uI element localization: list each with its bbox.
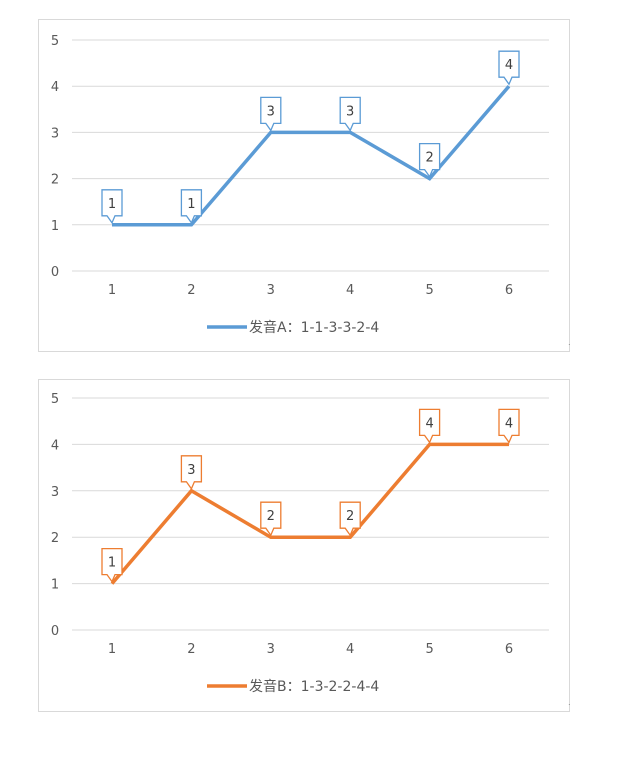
series-line: [110, 442, 509, 585]
data-label: 4: [425, 416, 433, 431]
corner-mark: ᐧ: [568, 701, 571, 711]
x-tick-label: 6: [505, 283, 513, 298]
y-tick-label: 0: [51, 624, 59, 639]
legend-label: 发音B：1-3-2-2-4-4: [249, 678, 379, 695]
y-tick-label: 2: [51, 531, 59, 546]
y-tick-label: 5: [51, 392, 59, 407]
x-tick-label: 4: [346, 283, 354, 298]
y-tick-label: 1: [51, 219, 59, 234]
data-label: 3: [346, 104, 354, 119]
data-label: 3: [267, 104, 275, 119]
data-label: 2: [346, 509, 354, 524]
x-tick-label: 5: [425, 642, 433, 657]
data-label: 1: [187, 197, 195, 212]
chart-b-frame: [38, 379, 570, 712]
data-label: 1: [108, 197, 116, 212]
data-label-callout: [101, 547, 123, 583]
data-label-callout: [498, 408, 520, 444]
x-tick-label: 1: [108, 283, 116, 298]
x-tick-label: 1: [108, 642, 116, 657]
data-label: 3: [187, 463, 195, 478]
y-tick-label: 2: [51, 173, 59, 188]
data-label: 2: [425, 151, 433, 166]
y-tick-label: 0: [51, 265, 59, 280]
x-tick-label: 5: [425, 283, 433, 298]
data-label-callout: [339, 501, 361, 537]
x-tick-label: 6: [505, 642, 513, 657]
data-label-callout: [498, 50, 520, 86]
y-tick-label: 3: [51, 485, 59, 500]
y-tick-label: 1: [51, 578, 59, 593]
data-label-callout: [180, 189, 203, 225]
data-label-callout: [418, 142, 441, 178]
data-label-callout: [339, 96, 361, 132]
y-tick-label: 4: [51, 438, 59, 453]
chart-a-frame: [38, 19, 570, 352]
data-label: 1: [108, 556, 116, 571]
y-tick-label: 3: [51, 126, 59, 141]
data-label-callout: [260, 501, 282, 537]
data-label-callout: [101, 189, 123, 225]
data-label: 4: [505, 416, 513, 431]
x-tick-label: 2: [187, 642, 195, 657]
corner-mark: ᐧ: [568, 341, 571, 351]
x-tick-label: 3: [267, 283, 275, 298]
data-label-callout: [260, 96, 282, 132]
series-line: [112, 85, 511, 227]
data-label-callout: [180, 455, 203, 491]
data-label: 2: [267, 509, 275, 524]
data-label: 4: [505, 58, 513, 73]
x-tick-label: 3: [267, 642, 275, 657]
y-tick-label: 5: [51, 34, 59, 49]
x-tick-label: 2: [187, 283, 195, 298]
data-label-callout: [418, 408, 441, 444]
x-tick-label: 4: [346, 642, 354, 657]
legend-label: 发音A：1-1-3-3-2-4: [249, 319, 379, 336]
y-tick-label: 4: [51, 80, 59, 95]
